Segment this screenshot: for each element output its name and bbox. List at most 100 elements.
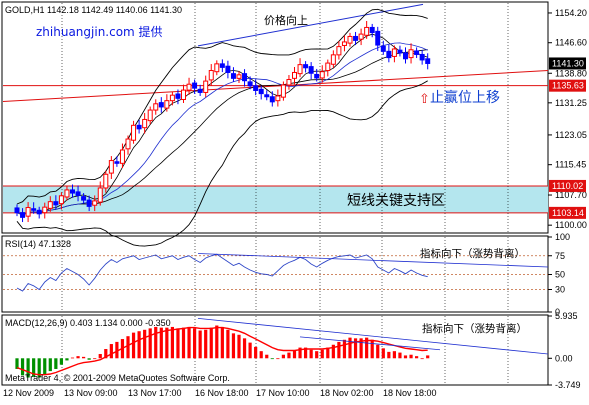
- macd-histogram-bar: [248, 342, 252, 359]
- macd-histogram-bar: [370, 339, 374, 359]
- candle-body: [286, 79, 292, 86]
- candle-body: [325, 62, 331, 72]
- macd-histogram-bar: [342, 339, 347, 359]
- candle: [303, 61, 309, 73]
- candle-body: [242, 73, 248, 82]
- macd-histogram-bar: [226, 329, 230, 359]
- candle-body: [330, 54, 336, 65]
- candle-body: [97, 187, 103, 203]
- macd-histogram-bar: [48, 358, 52, 372]
- rsi-tick-label: 50: [555, 270, 565, 280]
- candle-body: [308, 66, 314, 74]
- candle-body: [119, 149, 125, 164]
- price-tick-label: 1154.20: [555, 8, 587, 18]
- copyright-text: MetaTrader 4, © 2001-2009 MetaQuotes Sof…: [5, 373, 230, 383]
- macd-histogram-bar: [426, 355, 430, 359]
- candle: [403, 47, 408, 64]
- candle-body: [247, 81, 253, 87]
- macd-histogram-bar: [392, 351, 396, 359]
- candle: [53, 195, 59, 210]
- price-tick-label: 1131.25: [555, 98, 587, 108]
- candle: [286, 75, 292, 90]
- macd-histogram-bar: [304, 347, 308, 359]
- candle: [214, 60, 220, 76]
- macd-histogram-bar: [292, 350, 297, 359]
- rsi-tick-label: 30: [555, 285, 565, 295]
- candle: [247, 76, 253, 90]
- macd-histogram-bar: [376, 344, 380, 359]
- macd-histogram-bar: [115, 341, 119, 359]
- current-price-label-bg: [549, 57, 586, 70]
- price-tick-label: 1107.70: [555, 190, 587, 200]
- candle: [203, 75, 209, 98]
- macd-histogram-bar: [170, 326, 174, 359]
- macd-histogram-bar: [298, 347, 302, 359]
- candle: [269, 91, 275, 107]
- zone-top-price-label: 1110.02: [552, 181, 583, 191]
- macd-histogram-bar: [387, 351, 391, 359]
- candle-body: [197, 88, 203, 93]
- candle: [114, 156, 120, 167]
- macd-histogram-bar: [270, 358, 274, 360]
- resistance-price-label: 1135.63: [552, 81, 584, 91]
- candle: [42, 202, 48, 219]
- macd-histogram-bar: [54, 358, 58, 369]
- zone-bottom-price-label-bg: [549, 206, 586, 219]
- resistance-price-label-bg: [549, 79, 586, 92]
- candle-body: [358, 33, 364, 40]
- annotation-arrow-up: ⇧: [419, 91, 430, 106]
- macd-histogram-bar: [237, 334, 241, 359]
- macd-histogram-bar: [204, 329, 208, 359]
- price-tick-label: 1123.05: [555, 130, 587, 140]
- zone-top-price-label-bg: [549, 179, 586, 192]
- macd-histogram-bar: [381, 348, 385, 359]
- macd-histogram-bar: [37, 358, 41, 378]
- candle-body: [353, 35, 359, 41]
- macd-histogram-bar: [137, 331, 141, 359]
- candle: [264, 90, 270, 101]
- candle-body: [214, 63, 220, 73]
- candle: [397, 45, 403, 57]
- candle: [225, 60, 231, 79]
- candle: [108, 156, 114, 179]
- candle-body: [319, 71, 325, 79]
- candle: [419, 49, 425, 65]
- macd-trendline-short: [299, 336, 441, 351]
- candle: [86, 195, 92, 212]
- macd-histogram-bar: [32, 358, 36, 377]
- candle-body: [81, 196, 87, 201]
- annotation-macd-divergence: 指标向下（涨势背离）: [422, 322, 527, 335]
- candle-body: [369, 26, 375, 34]
- candle-body: [336, 46, 342, 56]
- candle: [280, 81, 286, 101]
- candle: [364, 20, 370, 39]
- macd-histogram-bar: [176, 328, 180, 359]
- time-axis-label: 13 Nov 09:00: [64, 388, 118, 398]
- candle: [242, 69, 248, 87]
- candle: [219, 59, 225, 73]
- candle: [181, 84, 186, 104]
- candle: [336, 41, 342, 60]
- macd-histogram-bar: [198, 330, 202, 359]
- moving-average-fast: [16, 33, 428, 216]
- candle: [47, 196, 53, 212]
- price-tick-label: 1138.80: [555, 68, 587, 78]
- rsi-tick-label: 75: [555, 251, 565, 261]
- time-axis-label: 18 Nov 18:00: [383, 388, 437, 398]
- macd-tick-label: -3.749: [555, 380, 581, 390]
- time-axis-label: 13 Nov 17:00: [128, 388, 182, 398]
- macd-histogram-bar: [59, 358, 63, 365]
- time-axis-label: 18 Nov 02:00: [320, 388, 374, 398]
- candle: [408, 43, 414, 64]
- candle: [147, 106, 153, 125]
- annotation-rsi-divergence: 指标向下（涨势背离）: [420, 247, 525, 260]
- candle: [358, 28, 364, 46]
- macd-histogram-bar: [104, 349, 108, 359]
- candle: [353, 31, 359, 46]
- candle-body: [414, 50, 420, 55]
- candle: [103, 170, 109, 193]
- candle-body: [375, 30, 381, 46]
- candle: [186, 77, 192, 95]
- candle: [236, 71, 242, 84]
- bollinger-middle: [16, 49, 428, 216]
